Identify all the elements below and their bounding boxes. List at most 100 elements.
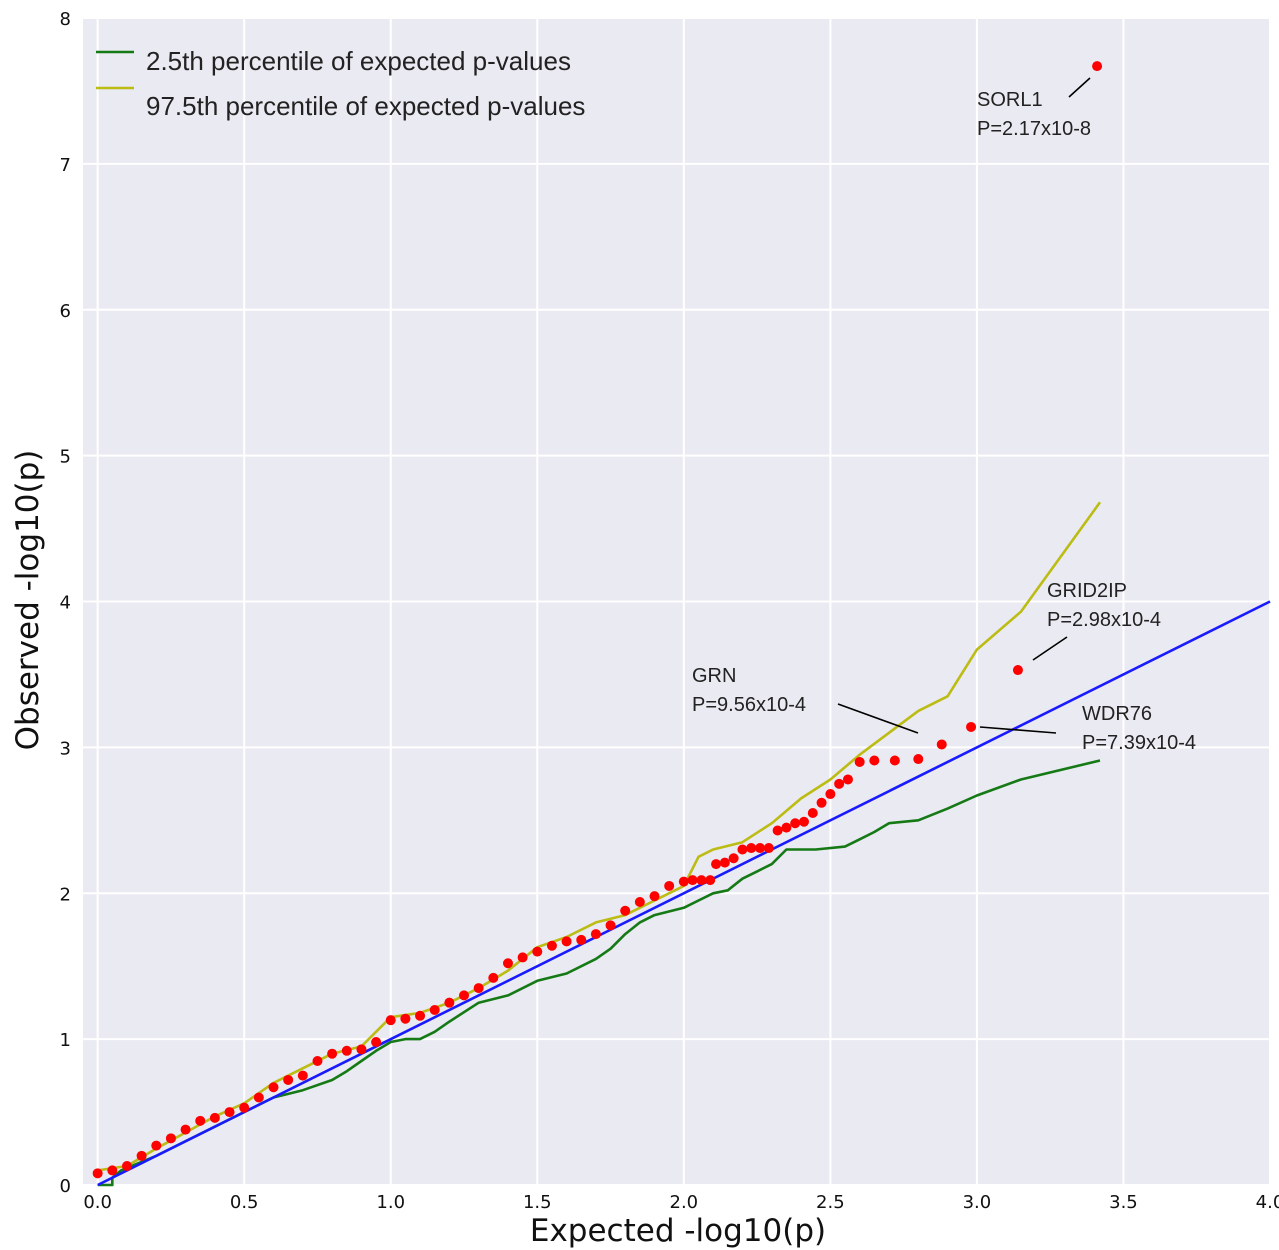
x-tick-label: 3.0 (963, 1192, 992, 1213)
data-point (297, 1070, 308, 1081)
annotation-pvalue-label: P=2.17x10-8 (977, 118, 1091, 140)
data-point (936, 739, 947, 750)
data-point (772, 825, 783, 836)
data-point (92, 1168, 103, 1179)
data-point (107, 1165, 118, 1176)
data-point (283, 1074, 294, 1085)
data-point (253, 1092, 264, 1103)
legend: 2.5th percentile of expected p-values 97… (96, 46, 585, 121)
data-point (561, 936, 572, 947)
data-point (356, 1044, 367, 1055)
data-point (649, 891, 660, 902)
data-point (696, 875, 707, 886)
data-point (755, 843, 766, 854)
x-tick-label: 2.5 (816, 1192, 845, 1213)
annotations: SORL1 P=2.17x10-8 GRID2IP P=2.98x10-4 GRN P=9… (692, 77, 1196, 754)
data-point (180, 1124, 191, 1135)
data-point (854, 756, 865, 767)
annotation-pvalue-label: P=2.98x10-4 (1047, 609, 1161, 631)
data-point (798, 816, 809, 827)
annotation-gene-label: GRID2IP (1047, 580, 1127, 602)
y-tick-label: 3 (60, 738, 71, 759)
data-point (620, 905, 631, 916)
data-point (1092, 61, 1103, 72)
data-point (268, 1082, 279, 1093)
data-point (705, 875, 716, 886)
grid-lines (83, 17, 1271, 1186)
data-point (473, 983, 484, 994)
data-point (327, 1048, 338, 1059)
data-point (664, 880, 675, 891)
y-tick-label: 8 (60, 9, 71, 30)
data-point (966, 721, 977, 732)
x-tick-label: 4.0 (1256, 1192, 1279, 1213)
x-tick-label: 1.5 (523, 1192, 552, 1213)
data-point (385, 1015, 396, 1026)
data-point (711, 859, 722, 870)
annotation-leader-line (1032, 636, 1068, 661)
data-point (728, 853, 739, 864)
data-point (224, 1107, 235, 1118)
data-point (746, 843, 757, 854)
legend-label-upper: 97.5th percentile of expected p-values (146, 91, 585, 121)
y-tick-label: 1 (60, 1030, 71, 1051)
data-point (400, 1013, 411, 1024)
y-axis-label: Observed -log10(p) (10, 450, 46, 751)
data-point (913, 754, 924, 765)
y-tick-label: 0 (60, 1176, 71, 1197)
data-point (195, 1115, 206, 1126)
data-point (576, 934, 587, 945)
data-point (816, 797, 827, 808)
annotation-leader-line (1068, 77, 1091, 98)
y-tick-label: 7 (60, 155, 71, 176)
data-point (763, 843, 774, 854)
data-point (151, 1140, 162, 1151)
data-points (92, 61, 1103, 1179)
data-point (687, 875, 698, 886)
y-tick-label: 2 (60, 884, 71, 905)
data-point (737, 844, 748, 855)
data-point (209, 1112, 220, 1123)
tick-labels: 0.0 0.5 1.0 1.5 2.0 2.5 3.0 3.5 4.0 0 1 2 3 4 5 6 7 8 (60, 9, 1279, 1213)
data-point (429, 1004, 440, 1015)
data-point (590, 929, 601, 940)
x-tick-label: 2.0 (670, 1192, 699, 1213)
annotation-leader-line (979, 726, 1057, 734)
data-point (1012, 665, 1023, 676)
annotation-leader-line (837, 703, 919, 734)
data-point (719, 857, 730, 868)
y-tick-label: 6 (60, 301, 71, 322)
data-point (444, 997, 455, 1008)
x-axis-label: Expected -log10(p) (530, 1213, 826, 1249)
data-point (415, 1010, 426, 1021)
data-point (165, 1133, 176, 1144)
annotation-gene-label: SORL1 (977, 89, 1043, 111)
x-tick-label: 1.0 (376, 1192, 405, 1213)
data-point (136, 1150, 147, 1161)
legend-label-lower: 2.5th percentile of expected p-values (146, 46, 571, 76)
x-tick-label: 3.5 (1109, 1192, 1138, 1213)
x-tick-label: 0.5 (230, 1192, 259, 1213)
annotation-pvalue-label: P=7.39x10-4 (1082, 732, 1196, 754)
annotation-gene-label: GRN (692, 665, 736, 687)
lower-percentile-line (97, 759, 1101, 1187)
data-point (121, 1161, 132, 1172)
data-point (825, 789, 836, 800)
data-point (842, 774, 853, 785)
y-tick-label: 4 (60, 593, 71, 614)
data-point (678, 876, 689, 887)
data-point (834, 778, 845, 789)
y-tick-label: 5 (60, 447, 71, 468)
data-point (502, 958, 513, 969)
data-point (546, 940, 557, 951)
data-point (889, 755, 900, 766)
data-point (459, 990, 470, 1001)
diagonal-line (97, 600, 1271, 1187)
data-point (341, 1045, 352, 1056)
annotation-gene-label: WDR76 (1082, 703, 1152, 725)
data-point (517, 952, 528, 963)
data-point (634, 897, 645, 908)
data-point (605, 920, 616, 931)
data-point (239, 1102, 250, 1113)
